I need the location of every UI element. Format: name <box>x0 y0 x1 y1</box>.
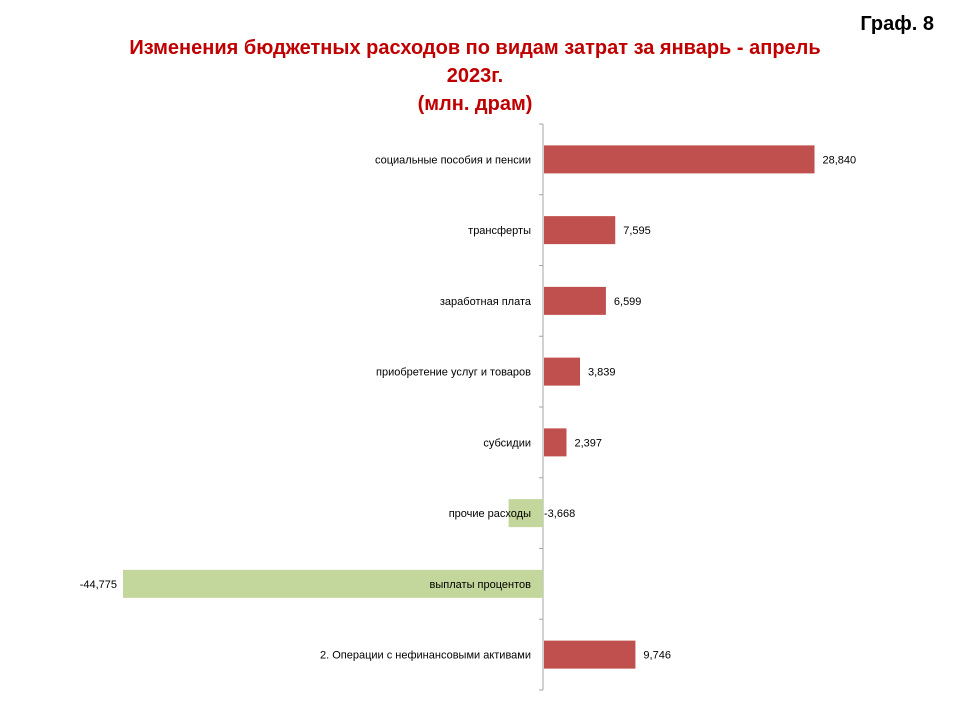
value-label: 28,840 <box>823 154 857 166</box>
category-label: социальные пособия и пенсии <box>375 154 531 166</box>
value-label: 9,746 <box>643 650 671 662</box>
bar <box>544 286 606 315</box>
chart-title-line-3: (млн. драм) <box>417 93 533 115</box>
bar <box>544 428 567 457</box>
bar <box>544 216 616 245</box>
chart-title-line-2: 2023г. <box>446 65 504 87</box>
value-label: 7,595 <box>623 225 651 237</box>
chart-title: Изменения бюджетных расходов по видам за… <box>90 34 860 118</box>
chart-title-line-1: Изменения бюджетных расходов по видам за… <box>129 37 821 59</box>
value-label: -44,775 <box>80 579 117 591</box>
plot-area: социальные пособия и пенсии 28,840 трансфе… <box>80 123 857 691</box>
graph-number-label: Граф. 8 <box>860 13 934 35</box>
value-label: 6,599 <box>614 296 642 308</box>
value-label: 2,397 <box>574 437 602 449</box>
bar <box>544 145 815 174</box>
bar <box>508 499 543 528</box>
value-label: -3,668 <box>544 508 575 520</box>
bar <box>123 569 543 598</box>
category-label: прочие расходы <box>449 508 531 520</box>
value-label: 3,839 <box>588 367 616 379</box>
category-label: приобретение услуг и товаров <box>376 367 531 379</box>
category-label: 2. Операции с нефинансовыми активами <box>320 650 531 662</box>
category-label: выплаты процентов <box>430 579 532 591</box>
bar <box>544 357 581 386</box>
bar <box>544 640 636 669</box>
category-label: заработная плата <box>440 296 532 308</box>
category-label: трансферты <box>468 225 531 237</box>
category-label: субсидии <box>483 437 531 449</box>
